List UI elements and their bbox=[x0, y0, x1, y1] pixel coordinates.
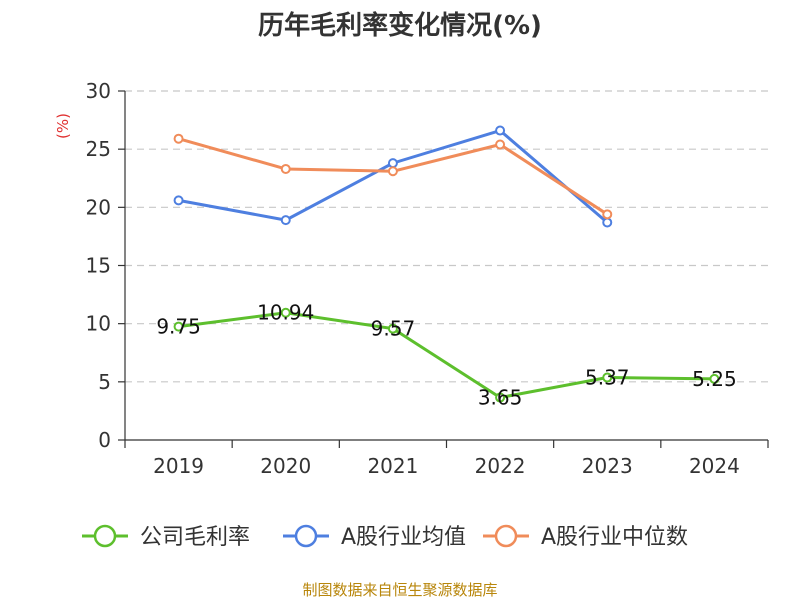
series-layer bbox=[173, 125, 720, 403]
legend-label: A股行业中位数 bbox=[541, 525, 688, 550]
series-point bbox=[173, 195, 184, 206]
legend-item[interactable]: A股行业均值 bbox=[283, 524, 466, 550]
series-line bbox=[178, 129, 609, 224]
y-tick-label: 25 bbox=[86, 137, 111, 161]
source-note: 制图数据来自恒生聚源数据库 bbox=[302, 581, 497, 599]
legend-item[interactable]: A股行业中位数 bbox=[483, 524, 688, 550]
y-tick-label: 10 bbox=[86, 312, 111, 336]
axes: 0 5 10 15 20 25 30 2019 2020 2021 2022 2023 2024 bbox=[86, 79, 769, 478]
series-point bbox=[602, 209, 613, 220]
x-tick-label: 2022 bbox=[475, 454, 526, 478]
series-point bbox=[387, 166, 398, 177]
data-label: 9.57 bbox=[371, 317, 416, 341]
series-point bbox=[602, 372, 613, 383]
series-point bbox=[280, 215, 291, 226]
legend-swatch-marker bbox=[294, 524, 318, 548]
x-tick-label: 2020 bbox=[260, 454, 311, 478]
series-point bbox=[495, 125, 506, 136]
data-label: 5.25 bbox=[692, 367, 737, 391]
x-tick-label: 2021 bbox=[367, 454, 418, 478]
series-point bbox=[280, 163, 291, 174]
y-tick-label: 15 bbox=[86, 254, 111, 278]
y-tick-label: 30 bbox=[86, 79, 111, 103]
legend-swatch-marker bbox=[93, 524, 117, 548]
series-point bbox=[602, 217, 613, 228]
y-axis-unit: (%) bbox=[54, 113, 72, 139]
grid-lines bbox=[125, 90, 768, 383]
x-tick-label: 2024 bbox=[689, 454, 740, 478]
y-tick-label: 20 bbox=[86, 195, 111, 219]
data-label: 3.65 bbox=[478, 386, 523, 410]
data-label: 10.94 bbox=[257, 301, 314, 325]
series-line bbox=[178, 137, 609, 216]
series-point bbox=[387, 158, 398, 169]
x-tick-label: 2023 bbox=[582, 454, 633, 478]
chart-title: 历年毛利率变化情况(%) bbox=[258, 10, 542, 41]
series-point bbox=[173, 133, 184, 144]
series-point bbox=[173, 321, 184, 332]
legend-label: 公司毛利率 bbox=[140, 525, 250, 550]
series-point bbox=[387, 323, 398, 334]
series-line bbox=[178, 311, 715, 400]
y-tick-label: 0 bbox=[98, 428, 111, 452]
data-label: 9.75 bbox=[156, 315, 201, 339]
legend-label: A股行业均值 bbox=[341, 525, 466, 550]
series-point bbox=[495, 392, 506, 403]
legend: 公司毛利率 A股行业均值 A股行业中位数 bbox=[82, 524, 688, 550]
y-tick-label: 5 bbox=[98, 370, 111, 394]
series-point bbox=[280, 307, 291, 318]
data-label: 5.37 bbox=[585, 366, 630, 390]
legend-item[interactable]: 公司毛利率 bbox=[82, 524, 250, 550]
legend-swatch-marker bbox=[494, 524, 518, 548]
series-point bbox=[709, 373, 720, 384]
data-labels: 9.75 10.94 9.57 3.65 5.37 5.25 bbox=[156, 301, 736, 410]
series-point bbox=[495, 139, 506, 150]
x-tick-label: 2019 bbox=[153, 454, 204, 478]
